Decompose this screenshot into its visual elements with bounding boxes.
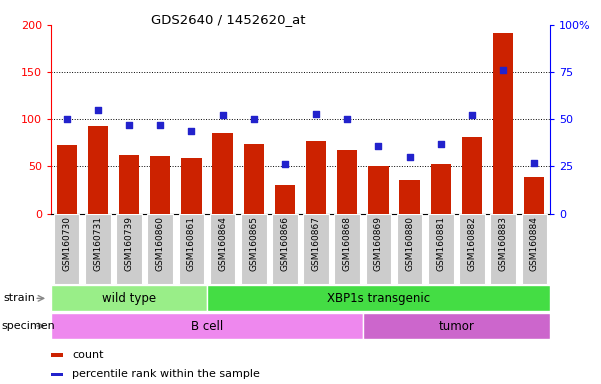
Point: [218, 113, 227, 119]
Text: count: count: [72, 350, 103, 360]
Text: GSM160864: GSM160864: [218, 216, 227, 270]
Text: XBP1s transgenic: XBP1s transgenic: [327, 292, 430, 305]
Bar: [85, 214, 111, 284]
Bar: [337, 151, 358, 214]
Bar: [304, 214, 329, 284]
Text: GSM160865: GSM160865: [249, 216, 258, 271]
Bar: [212, 133, 233, 214]
Point: [436, 141, 445, 147]
Bar: [182, 158, 201, 214]
Bar: [400, 180, 419, 214]
Text: GSM160882: GSM160882: [468, 216, 477, 270]
Bar: [306, 141, 326, 214]
Bar: [363, 313, 550, 339]
Point: [280, 161, 290, 167]
Bar: [335, 214, 360, 284]
Point: [498, 67, 508, 73]
Bar: [51, 285, 207, 311]
Bar: [51, 313, 363, 339]
Point: [62, 116, 72, 122]
Bar: [119, 155, 139, 214]
Text: GSM160884: GSM160884: [530, 216, 539, 270]
Bar: [368, 166, 389, 214]
Point: [124, 122, 134, 128]
Point: [156, 122, 165, 128]
Bar: [462, 137, 482, 214]
Text: GSM160881: GSM160881: [436, 216, 445, 271]
Bar: [210, 214, 236, 284]
Point: [529, 159, 539, 166]
Text: tumor: tumor: [439, 319, 474, 333]
Text: strain: strain: [3, 293, 35, 303]
Text: GSM160880: GSM160880: [405, 216, 414, 271]
Bar: [365, 214, 391, 284]
Text: GSM160860: GSM160860: [156, 216, 165, 271]
Point: [467, 113, 477, 119]
Bar: [524, 177, 545, 214]
Bar: [243, 144, 264, 214]
Bar: [54, 214, 79, 284]
Point: [405, 154, 415, 160]
Text: GSM160883: GSM160883: [499, 216, 508, 271]
Bar: [522, 214, 547, 284]
Bar: [397, 214, 423, 284]
Bar: [490, 214, 516, 284]
Bar: [116, 214, 142, 284]
Text: GSM160739: GSM160739: [124, 216, 133, 271]
Bar: [493, 33, 513, 214]
Text: GSM160868: GSM160868: [343, 216, 352, 271]
Text: GSM160866: GSM160866: [281, 216, 290, 271]
Text: B cell: B cell: [191, 319, 223, 333]
Bar: [431, 164, 451, 214]
Text: GDS2640 / 1452620_at: GDS2640 / 1452620_at: [151, 13, 306, 26]
Text: GSM160861: GSM160861: [187, 216, 196, 271]
Bar: [88, 126, 108, 214]
Point: [249, 116, 258, 122]
Bar: [272, 214, 297, 284]
Text: percentile rank within the sample: percentile rank within the sample: [72, 369, 260, 379]
Bar: [241, 214, 266, 284]
Text: GSM160867: GSM160867: [311, 216, 320, 271]
Text: wild type: wild type: [102, 292, 156, 305]
Bar: [428, 214, 454, 284]
Bar: [51, 353, 63, 357]
Bar: [207, 285, 550, 311]
Bar: [275, 185, 295, 214]
Text: GSM160730: GSM160730: [62, 216, 71, 271]
Bar: [147, 214, 173, 284]
Text: GSM160869: GSM160869: [374, 216, 383, 271]
Point: [374, 142, 383, 149]
Bar: [178, 214, 204, 284]
Bar: [56, 145, 77, 214]
Bar: [459, 214, 485, 284]
Point: [93, 107, 103, 113]
Text: specimen: specimen: [1, 321, 55, 331]
Point: [343, 116, 352, 122]
Point: [186, 127, 196, 134]
Bar: [150, 156, 170, 214]
Bar: [51, 373, 63, 376]
Text: GSM160731: GSM160731: [93, 216, 102, 271]
Point: [311, 111, 321, 117]
